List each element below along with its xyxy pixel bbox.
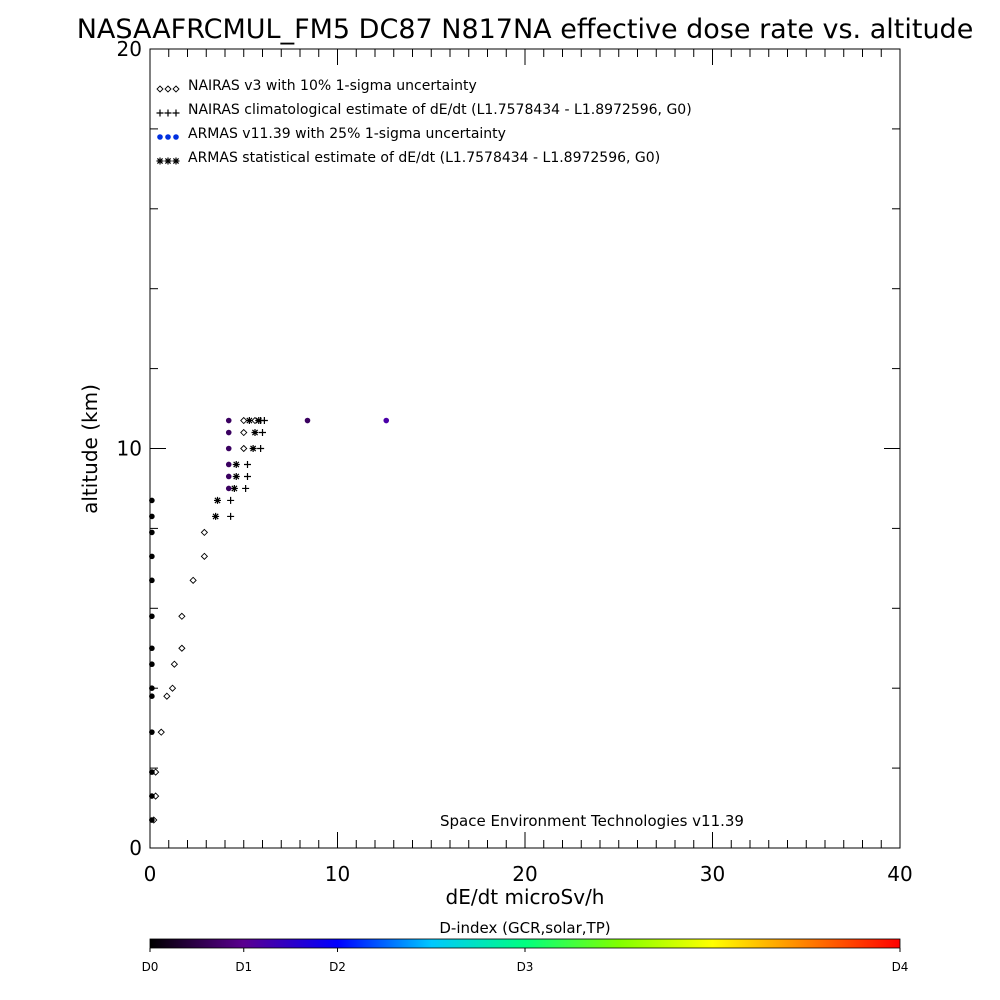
series-1-point [242, 484, 250, 492]
series-2-point [149, 645, 155, 652]
legend-marker-0 [164, 85, 172, 93]
series-2-point [149, 577, 155, 584]
colorbar [149, 938, 901, 949]
colorbar-tick-label: D4 [892, 960, 909, 974]
series-2-point [149, 497, 155, 504]
colorbar-tick-label: D2 [329, 960, 346, 974]
x-tick-label: 0 [144, 862, 157, 886]
series-2-point [225, 473, 232, 480]
series-2-point [383, 417, 390, 424]
colorbar-label: D-index (GCR,solar,TP) [439, 919, 610, 937]
series-0-point [240, 416, 248, 425]
series-2-point [149, 693, 155, 699]
series-2-point [149, 685, 155, 691]
series-1-point [244, 460, 251, 468]
legend-marker-1 [156, 109, 164, 117]
y-tick-label: 0 [129, 836, 142, 860]
series-2-point [225, 445, 232, 452]
x-tick-label: 40 [887, 862, 912, 886]
series-2-point [149, 793, 155, 799]
y-tick-label: 20 [117, 37, 142, 61]
legend-label-0: NAIRAS v3 with 10% 1-sigma uncertainty [188, 78, 477, 94]
series-2-point [149, 817, 155, 823]
series-0-point [170, 660, 179, 668]
series-2-point [149, 769, 155, 775]
series-0-point [200, 552, 209, 561]
series-1-point [244, 472, 251, 480]
legend-marker-2 [173, 134, 179, 140]
colorbar-tick-label: D0 [142, 960, 159, 974]
legend-label-3: ARMAS statistical estimate of dE/dt (L1.… [188, 150, 660, 166]
legend-marker-1 [164, 109, 172, 117]
series-1-point [227, 496, 235, 504]
series-0-point [168, 684, 177, 692]
series-0-point [240, 428, 248, 437]
series-2-point [225, 429, 232, 436]
credit-label: Space Environment Technologies v11.39 [440, 812, 744, 830]
legend-marker-0 [156, 85, 164, 93]
series-0-point [178, 612, 186, 620]
series-2-point [149, 613, 155, 620]
series-0-point [200, 528, 209, 537]
series-2-point [149, 729, 155, 735]
series-0-point [178, 644, 186, 652]
x-tick-label: 10 [325, 862, 350, 886]
legend-marker-3 [172, 157, 180, 165]
legend-marker-2 [165, 134, 171, 140]
series-0-point [157, 728, 165, 736]
series-0-point [163, 692, 171, 700]
series-1-point [227, 512, 235, 520]
series-3-point [251, 429, 259, 437]
series-2-point [225, 485, 232, 492]
series-0-point [240, 444, 248, 453]
series-2-point [304, 417, 311, 424]
legend-label-1: NAIRAS climatological estimate of dE/dt … [188, 102, 692, 118]
series-2-point [225, 417, 232, 424]
legend-marker-1 [172, 109, 180, 117]
legend-marker-3 [156, 157, 164, 165]
series-2-point [149, 529, 155, 536]
y-axis-label: altitude (km) [78, 384, 102, 514]
series-3-point [245, 417, 253, 425]
series-3-point [214, 496, 221, 504]
x-tick-label: 30 [700, 862, 725, 886]
legend-marker-2 [157, 134, 163, 140]
legend-marker-0 [172, 85, 180, 93]
legend-label-2: ARMAS v11.39 with 25% 1-sigma uncertaint… [188, 126, 506, 142]
x-tick-label: 20 [512, 862, 537, 886]
series-0-point [189, 576, 197, 584]
series-3-point [212, 512, 220, 520]
colorbar-tick-label: D1 [235, 960, 252, 974]
series-2-point [225, 461, 232, 468]
legend-marker-3 [164, 157, 172, 165]
x-axis-label: dE/dt microSv/h [446, 885, 605, 909]
series-2-point [149, 513, 155, 520]
series-2-point [149, 553, 155, 560]
series-3-point [232, 460, 240, 468]
colorbar-tick-label: D3 [517, 960, 534, 974]
series-1-point [257, 445, 265, 452]
series-3-point [249, 445, 257, 452]
series-3-point [255, 417, 263, 425]
series-3-point [230, 484, 238, 492]
chart-title: NASAAFRCMUL_FM5 DC87 N817NA effective do… [77, 14, 974, 45]
series-1-point [259, 429, 266, 437]
y-tick-label: 10 [117, 437, 142, 461]
series-2-point [149, 661, 155, 668]
series-3-point [232, 472, 240, 480]
